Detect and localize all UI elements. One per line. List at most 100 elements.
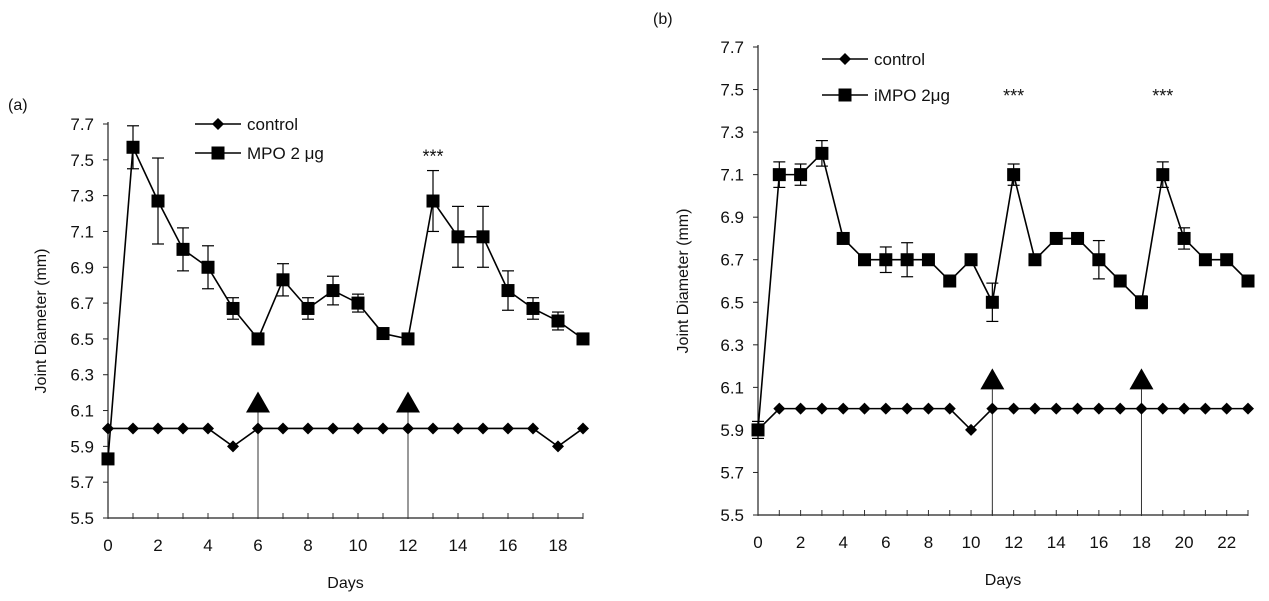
series-diamond <box>752 402 1254 436</box>
data-point-diamond <box>177 422 189 435</box>
series-diamond <box>102 422 589 453</box>
significance-annotation: *** <box>1152 86 1173 106</box>
x-tick-label: 12 <box>1004 533 1023 552</box>
panel-label: (b) <box>653 11 673 28</box>
y-tick-label: 5.7 <box>720 463 744 482</box>
data-point-square <box>276 273 290 287</box>
data-point-diamond <box>943 402 956 415</box>
data-point-square <box>526 301 540 315</box>
legend-label: iMPO 2μg <box>874 86 950 105</box>
data-point-square <box>1241 274 1255 288</box>
data-point-diamond <box>879 402 892 415</box>
data-point-square <box>1007 168 1021 182</box>
data-point-diamond <box>352 422 364 435</box>
x-tick-label: 2 <box>153 536 162 555</box>
data-point-square <box>1049 231 1063 245</box>
data-point-diamond <box>1007 402 1020 415</box>
legend-label: MPO 2 μg <box>247 144 324 163</box>
data-point-diamond <box>1028 402 1041 415</box>
data-point-diamond <box>302 422 314 435</box>
x-tick-label: 22 <box>1217 533 1236 552</box>
injection-triangle-marker <box>396 391 420 413</box>
data-point-diamond <box>552 440 564 453</box>
data-point-square <box>376 327 390 341</box>
panel-label: (a) <box>8 97 28 114</box>
series-square <box>101 125 590 466</box>
injection-triangle-marker <box>1129 368 1154 390</box>
y-tick-label: 7.5 <box>720 81 744 100</box>
data-point-diamond <box>277 422 289 435</box>
legend: control iMPO 2μg <box>822 50 950 105</box>
legend: control MPO 2 μg <box>195 115 324 163</box>
data-point-diamond <box>427 422 439 435</box>
data-point-diamond <box>502 422 514 435</box>
data-point-square <box>1198 253 1212 267</box>
y-tick-label: 6.9 <box>720 208 744 227</box>
data-point-square <box>858 253 872 267</box>
data-point-square <box>576 332 590 346</box>
data-point-diamond <box>152 422 164 435</box>
y-tick-label: 6.5 <box>720 293 744 312</box>
y-tick-label: 6.1 <box>70 402 94 421</box>
data-point-diamond <box>901 402 914 415</box>
x-axis-title: Days <box>327 575 363 592</box>
data-point-diamond <box>1178 402 1191 415</box>
series-line <box>108 427 584 448</box>
data-point-square <box>1092 253 1106 267</box>
x-tick-label: 0 <box>753 533 762 552</box>
data-point-square <box>351 296 365 310</box>
y-tick-label: 6.7 <box>70 294 94 313</box>
data-point-square <box>751 423 765 437</box>
legend-marker-diamond <box>212 118 224 130</box>
chart-panel-a: (a) 5.5 5.7 5.9 6.1 6.3 6.5 6.7 6.9 7.1 7.3 7.5 7.7 0… <box>8 97 590 592</box>
data-point-diamond <box>127 422 139 435</box>
x-tick-label: 6 <box>881 533 890 552</box>
y-tick-label: 7.7 <box>70 115 94 134</box>
data-point-diamond <box>202 422 214 435</box>
data-point-diamond <box>1071 402 1084 415</box>
legend-label: control <box>247 115 298 134</box>
data-point-diamond <box>227 440 239 453</box>
x-tick-label: 18 <box>1132 533 1151 552</box>
data-point-square <box>251 332 265 346</box>
x-tick-label: 4 <box>203 536 212 555</box>
data-point-square <box>815 146 829 160</box>
y-tick-label: 5.5 <box>70 509 94 528</box>
data-point-diamond <box>252 422 264 435</box>
significance-annotation: *** <box>1003 86 1024 106</box>
x-tick-label: 16 <box>1089 533 1108 552</box>
data-point-square <box>301 301 315 315</box>
y-tick-label: 6.5 <box>70 330 94 349</box>
legend-marker-square <box>211 146 225 160</box>
y-tick-label: 6.3 <box>720 336 744 355</box>
data-point-square <box>1134 295 1148 309</box>
data-point-square <box>921 253 935 267</box>
y-axis-title: Joint Diameter (mm) <box>33 249 50 394</box>
x-tick-label: 14 <box>449 536 468 555</box>
x-tick-label: 16 <box>499 536 518 555</box>
data-point-diamond <box>858 402 871 415</box>
data-point-diamond <box>452 422 464 435</box>
data-point-square <box>794 168 808 182</box>
series-line <box>107 144 584 459</box>
data-point-diamond <box>1114 402 1127 415</box>
data-point-square <box>1071 231 1085 245</box>
x-tick-label: 6 <box>253 536 262 555</box>
data-point-square <box>326 284 340 298</box>
data-point-square <box>1156 168 1170 182</box>
data-point-diamond <box>1242 402 1254 415</box>
data-point-square <box>1028 253 1042 267</box>
data-point-diamond <box>815 402 828 415</box>
y-tick-label: 5.9 <box>70 437 94 456</box>
data-point-diamond <box>327 422 339 435</box>
data-point-diamond <box>1135 402 1148 415</box>
series-line <box>757 407 1248 432</box>
x-tick-label: 2 <box>796 533 805 552</box>
data-point-square <box>964 253 978 267</box>
series-square <box>751 140 1255 440</box>
x-tick-label: 12 <box>399 536 418 555</box>
x-tick-label: 10 <box>962 533 981 552</box>
data-point-diamond <box>1220 402 1233 415</box>
data-point-square <box>426 194 440 208</box>
